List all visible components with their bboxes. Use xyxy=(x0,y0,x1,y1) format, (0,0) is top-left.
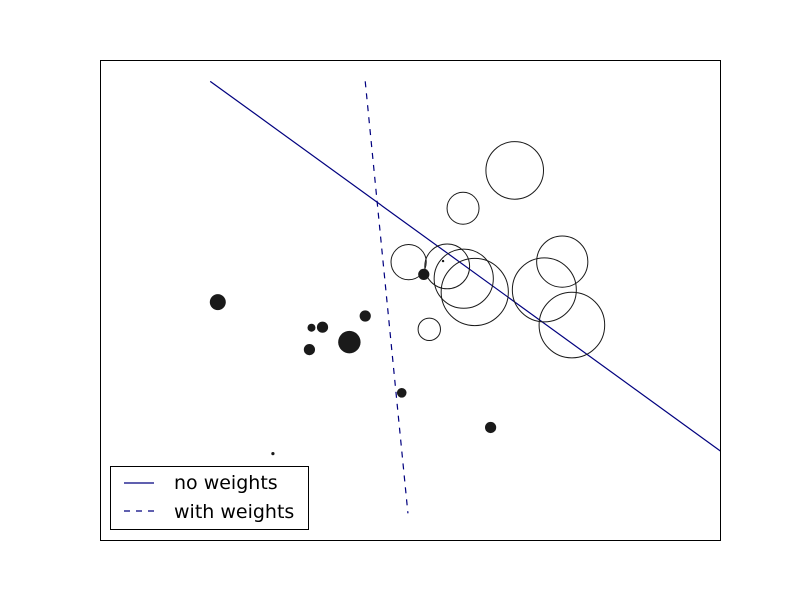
plot-frame xyxy=(100,60,721,541)
hollow-point-5 xyxy=(440,257,509,327)
filled-point-8 xyxy=(418,268,430,280)
hollow-point-6 xyxy=(536,235,589,288)
hollow-point-1 xyxy=(446,191,480,225)
hollow-point-9 xyxy=(417,317,441,342)
hollow-point-0 xyxy=(485,141,545,200)
filled-point-6 xyxy=(396,388,407,398)
scatter-points xyxy=(209,141,606,456)
filled-point-7 xyxy=(485,421,497,434)
hollow-point-7 xyxy=(511,257,577,323)
hollow-point-8 xyxy=(538,291,606,359)
filled-point-0 xyxy=(209,294,226,311)
legend-label-no-weights: no weights xyxy=(174,472,278,494)
filled-point-2 xyxy=(338,330,361,354)
legend-box xyxy=(110,466,309,530)
plot-area xyxy=(100,60,720,540)
legend-label-with-weights: with weights xyxy=(174,501,294,523)
line-with-weights xyxy=(364,81,409,514)
filled-point-4 xyxy=(307,323,316,332)
legend: no weights with weights xyxy=(110,466,309,530)
hollow-point-4 xyxy=(433,248,494,309)
filled-point-1 xyxy=(316,321,329,333)
filled-point-9 xyxy=(271,452,275,456)
hollow-point-2 xyxy=(390,244,427,281)
hollow-point-3 xyxy=(424,243,471,290)
regression-lines xyxy=(209,80,720,514)
filled-point-3 xyxy=(303,344,316,356)
line-no-weights xyxy=(209,80,720,452)
filled-point-10 xyxy=(441,259,445,263)
filled-point-5 xyxy=(359,310,371,322)
